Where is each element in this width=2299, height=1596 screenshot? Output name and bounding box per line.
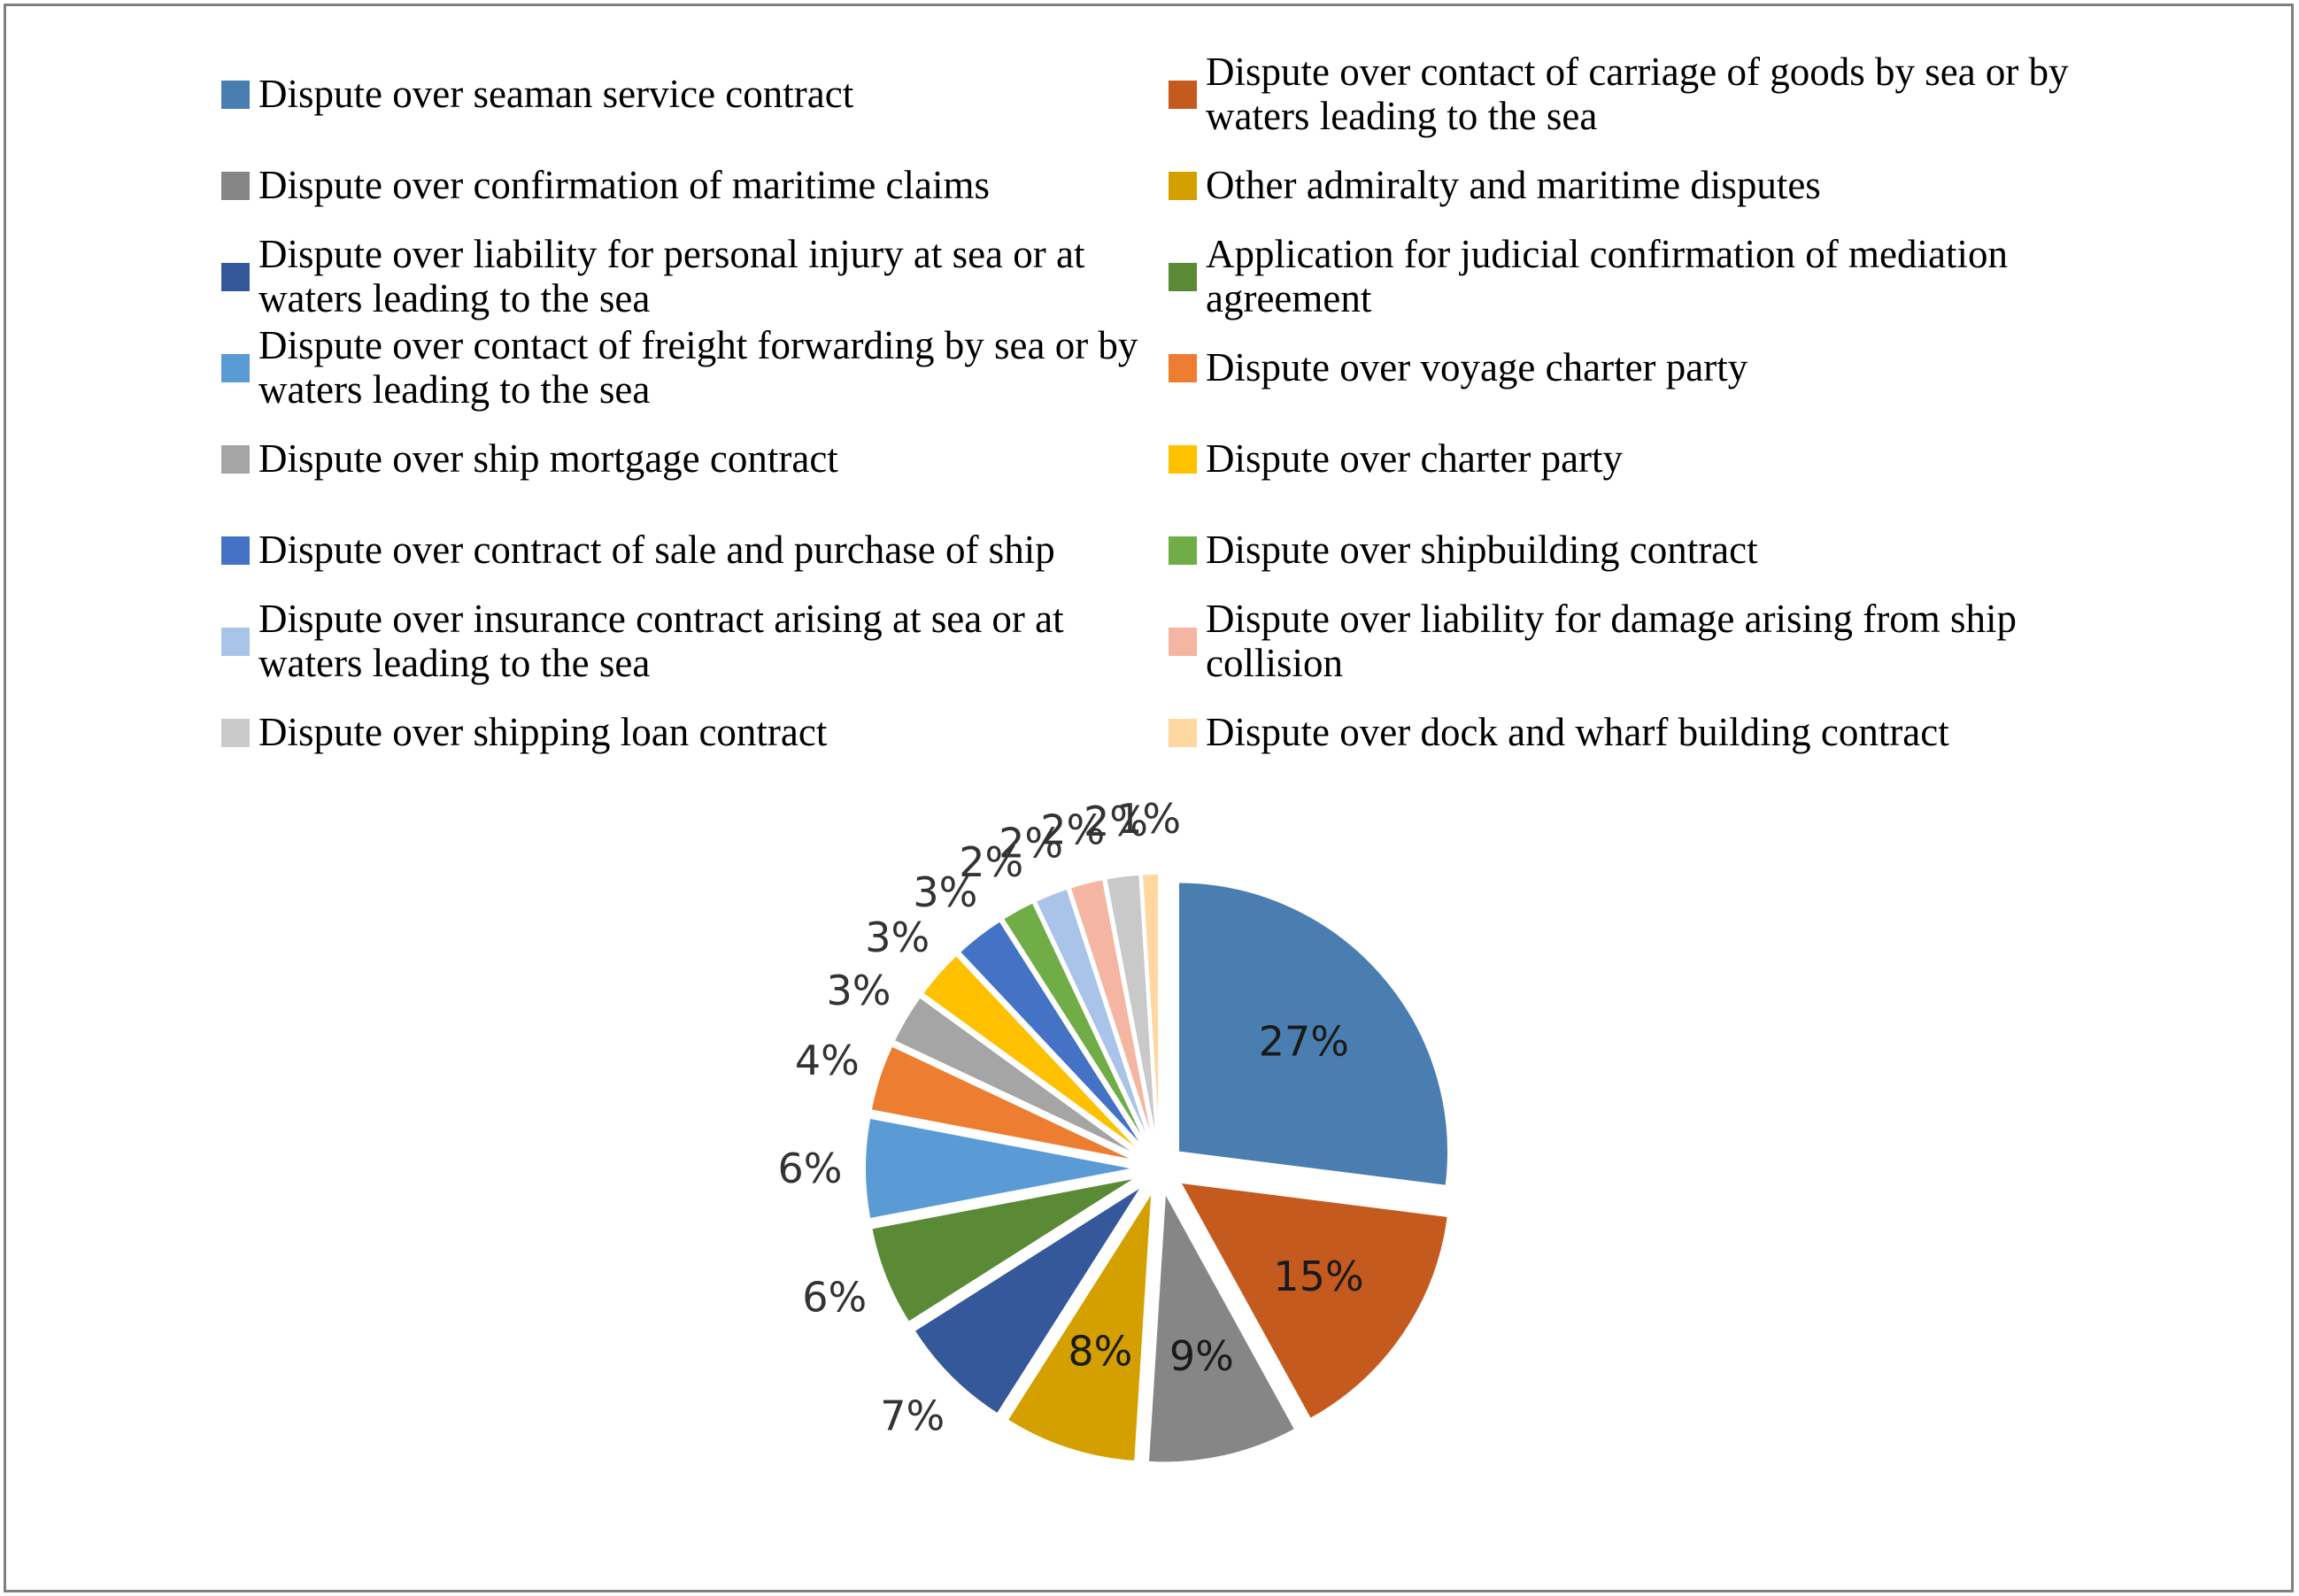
legend-swatch: [1169, 718, 1197, 747]
pie-slice: [869, 1045, 1137, 1162]
legend-swatch: [1169, 262, 1197, 291]
pie-slice: [913, 1184, 1144, 1415]
slice-data-label: 3%: [865, 914, 930, 961]
pie-slice: [1001, 901, 1149, 1147]
slice-data-label: 6%: [802, 1273, 867, 1321]
slice-data-label: 8%: [1068, 1327, 1132, 1375]
legend-swatch: [221, 536, 250, 565]
legend-swatch: [1169, 444, 1197, 474]
legend-swatch: [221, 718, 250, 747]
legend-label: Dispute over liability for personal inju…: [258, 232, 1085, 320]
legend-item: Dispute over contact of freight forwardi…: [221, 322, 1169, 413]
pie-slice: [958, 919, 1146, 1150]
legend-item: Other admiralty and maritime disputes: [1169, 140, 2125, 231]
legend-label: Application for judicial confirmation of…: [1206, 232, 2008, 320]
legend-label: Dispute over voyage charter party: [1206, 344, 1748, 389]
chart-legend: Dispute over seaman service contract Disp…: [221, 49, 2125, 779]
legend-swatch: [221, 353, 250, 382]
legend-label: Dispute over ship mortgage contract: [258, 436, 838, 481]
legend-label: Dispute over dock and wharf building con…: [1206, 709, 1949, 754]
legend-swatch: [1169, 536, 1197, 565]
legend-item: Dispute over shipbuilding contract: [1169, 505, 2125, 596]
legend-item: Dispute over confirmation of maritime cl…: [221, 140, 1169, 231]
legend-label: Dispute over charter party: [1206, 436, 1624, 481]
legend-swatch: [221, 444, 250, 474]
pie-slice: [1068, 878, 1155, 1145]
legend-swatch: [221, 262, 250, 291]
pie-slice: [892, 996, 1139, 1157]
slice-data-label: 9%: [1169, 1332, 1234, 1380]
legend-swatch: [1169, 171, 1197, 200]
legend-label: Dispute over seaman service contract: [258, 71, 854, 116]
legend-item: Dispute over charter party: [1169, 413, 2125, 505]
legend-item: Dispute over ship mortgage contract: [221, 413, 1169, 505]
pie-slice: [1146, 1189, 1297, 1464]
legend-item: Dispute over dock and wharf building con…: [1169, 687, 2125, 778]
legend-item: Dispute over voyage charter party: [1169, 322, 2125, 413]
pie-slice: [1177, 881, 1449, 1187]
legend-item: Dispute over seaman service contract: [221, 49, 1169, 140]
legend-item: Dispute over insurance contract arising …: [221, 596, 1169, 687]
legend-item: Dispute over shipping loan contract: [221, 687, 1169, 778]
legend-label: Dispute over contact of freight forwardi…: [258, 323, 1138, 412]
legend-label: Dispute over contract of sale and purcha…: [258, 527, 1055, 572]
slice-data-label: 2%: [999, 820, 1063, 867]
slice-data-label: 2%: [1040, 806, 1105, 853]
legend-swatch: [221, 627, 250, 656]
slice-data-label: 7%: [880, 1392, 945, 1439]
legend-label: Dispute over shipbuilding contract: [1206, 527, 1758, 572]
legend-item: Dispute over liability for personal inju…: [221, 231, 1169, 322]
legend-label: Dispute over confirmation of maritime cl…: [258, 162, 991, 207]
slice-data-label: 15%: [1273, 1253, 1363, 1300]
pie-slice: [1178, 1181, 1449, 1421]
legend-item: Dispute over contract of sale and purcha…: [221, 505, 1169, 596]
slice-data-label: 2%: [959, 838, 1023, 886]
slice-data-label: 27%: [1259, 1017, 1349, 1065]
legend-item: Dispute over liability for damage arisin…: [1169, 596, 2125, 687]
pie-slice: [1105, 873, 1158, 1145]
legend-swatch: [1169, 627, 1197, 656]
legend-label: Other admiralty and maritime disputes: [1206, 162, 1821, 207]
slice-data-label: 3%: [827, 967, 891, 1014]
legend-label: Dispute over insurance contract arising …: [258, 597, 1064, 685]
slice-data-label: 4%: [795, 1037, 860, 1084]
slice-data-label: 6%: [778, 1145, 843, 1192]
legend-item: Dispute over contact of carriage of good…: [1169, 49, 2125, 140]
legend-label: Dispute over shipping loan contract: [258, 709, 828, 754]
pie-slice: [1034, 887, 1152, 1146]
pie-slice: [1140, 873, 1161, 1145]
slice-data-label: 2%: [1084, 798, 1148, 845]
pie-slice: [921, 953, 1142, 1153]
pie-slice: [870, 1176, 1138, 1324]
legend-swatch: [221, 171, 250, 200]
legend-label: Dispute over contact of carriage of good…: [1206, 50, 2069, 138]
chart-frame: [4, 4, 2294, 1592]
pie-slice: [1006, 1191, 1153, 1463]
legend-item: Application for judicial confirmation of…: [1169, 231, 2125, 322]
legend-swatch: [221, 80, 250, 109]
slice-data-label: 3%: [913, 868, 977, 916]
legend-swatch: [1169, 80, 1197, 109]
legend-swatch: [1169, 353, 1197, 382]
legend-label: Dispute over liability for damage arisin…: [1206, 597, 2017, 685]
pie-slice: [864, 1116, 1136, 1221]
slice-data-label: 1%: [1116, 795, 1181, 843]
